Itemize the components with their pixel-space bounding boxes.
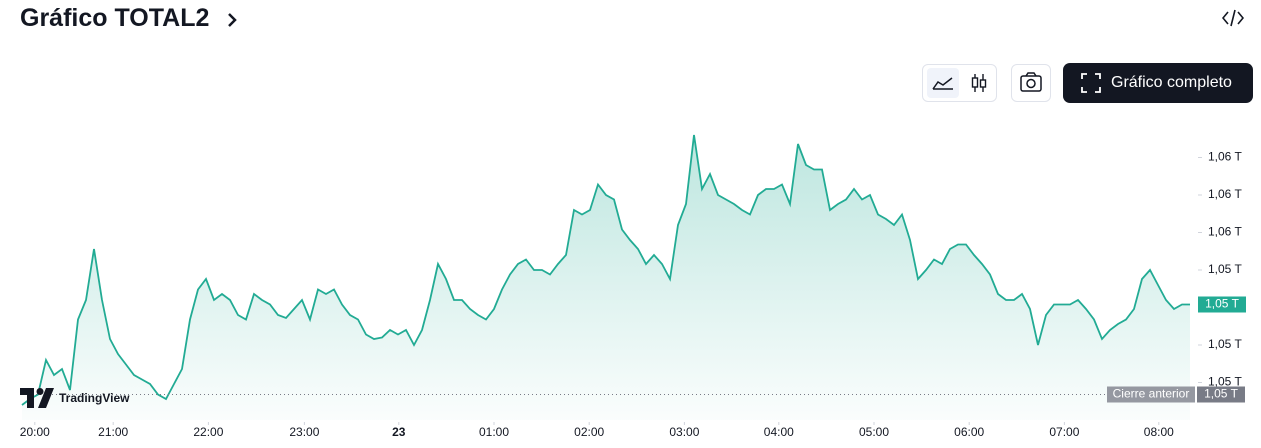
y-tick-label: 1,06 T	[1208, 187, 1242, 201]
y-tick-label: 1,05 T	[1208, 262, 1242, 276]
previous-close-tag	[1107, 386, 1195, 403]
area-style-button[interactable]	[927, 68, 959, 98]
x-tick-label: 03:00	[669, 425, 699, 439]
x-tick-label: 20:00	[20, 425, 50, 439]
last-price-box	[1198, 296, 1246, 313]
previous-close-name: Cierre anterior	[1113, 387, 1190, 401]
x-tick-label: 23:00	[289, 425, 319, 439]
price-line	[21, 134, 1190, 406]
logo: TradingView	[20, 388, 130, 408]
x-tick-label: 01:00	[479, 425, 509, 439]
y-tick-label: 1,05 T	[1208, 337, 1242, 351]
x-tick-label: 08:00	[1144, 425, 1174, 439]
x-tick-label: 23	[392, 425, 406, 439]
x-tick-label: 22:00	[193, 425, 223, 439]
previous-close-label: 1,05 T	[1204, 387, 1238, 401]
logo-mark	[20, 388, 54, 408]
chart-style-toggle	[922, 64, 997, 102]
y-tick-label: 1,06 T	[1208, 225, 1242, 239]
x-tick-label: 04:00	[764, 425, 794, 439]
title[interactable]: Gráfico TOTAL2	[20, 4, 210, 32]
chevron[interactable]	[226, 12, 238, 28]
x-tick-label: 07:00	[1049, 425, 1079, 439]
area	[22, 135, 1190, 420]
x-tick-label: 21:00	[98, 425, 128, 439]
fullscreen-button[interactable]: Gráfico completo	[1063, 63, 1253, 103]
last-price-label: 1,05 T	[1205, 297, 1239, 311]
logo-dot	[36, 388, 44, 395]
x-tick-label: 02:00	[574, 425, 604, 439]
button-label: Gráfico completo	[1111, 74, 1232, 91]
y-tick-label: 1,06 T	[1208, 150, 1242, 164]
y-tick-label: 1,05 T	[1208, 375, 1242, 389]
logo-text: TradingView	[59, 391, 130, 405]
x-tick-label: 06:00	[954, 425, 984, 439]
screenshot-button[interactable]	[1011, 64, 1051, 102]
embed-icon[interactable]	[1222, 9, 1244, 27]
previous-close-box	[1197, 386, 1245, 403]
candle-style-button[interactable]	[967, 71, 991, 95]
x-tick-label: 05:00	[859, 425, 889, 439]
